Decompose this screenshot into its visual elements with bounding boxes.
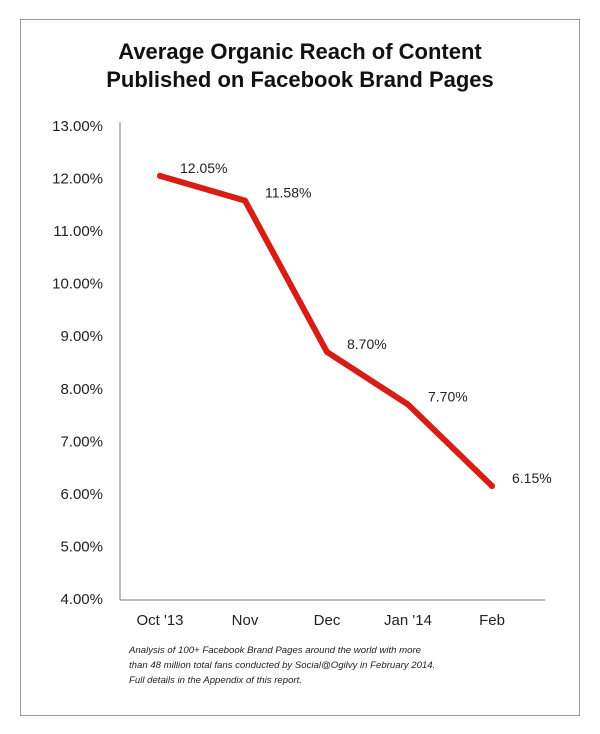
caption-line-3: Full details in the Appendix of this rep… bbox=[129, 675, 302, 686]
chart-title-line-1: Average Organic Reach of Content bbox=[118, 39, 482, 64]
data-point bbox=[324, 349, 330, 355]
caption-line-1: Analysis of 100+ Facebook Brand Pages ar… bbox=[129, 645, 421, 656]
y-tick-label: 6.00% bbox=[60, 486, 103, 503]
y-tick-labels: 4.00% 5.00% 6.00% 7.00% 8.00% 9.00% 10.00% 11.0… bbox=[52, 118, 103, 608]
x-tick-label: Dec bbox=[314, 612, 341, 629]
chart-title-line-2: Published on Facebook Brand Pages bbox=[106, 67, 494, 92]
y-tick-label: 8.00% bbox=[60, 381, 103, 398]
caption-line-2: than 48 million total fans conducted by … bbox=[129, 660, 436, 671]
data-labels: 12.05% 11.58% 8.70% 7.70% 6.15% bbox=[180, 160, 552, 486]
chart-caption: Analysis of 100+ Facebook Brand Pages ar… bbox=[129, 643, 569, 688]
y-tick-label: 11.00% bbox=[53, 223, 103, 240]
series-line-group bbox=[157, 172, 495, 489]
y-tick-label: 4.00% bbox=[60, 591, 103, 608]
x-tick-label: Oct '13 bbox=[136, 612, 183, 629]
data-label: 6.15% bbox=[512, 470, 552, 486]
data-point bbox=[489, 483, 495, 489]
data-point bbox=[242, 197, 248, 204]
series-line bbox=[157, 172, 495, 489]
x-tick-label: Jan '14 bbox=[384, 612, 432, 629]
data-point bbox=[157, 172, 163, 179]
x-tick-labels: Oct '13 Nov Dec Jan '14 Feb bbox=[136, 612, 504, 629]
chart-title: Average Organic Reach of Content Publish… bbox=[20, 38, 580, 94]
data-label: 8.70% bbox=[347, 336, 387, 352]
y-tick-label: 9.00% bbox=[60, 328, 103, 345]
x-tick-label: Feb bbox=[479, 612, 505, 629]
y-tick-label: 7.00% bbox=[60, 433, 103, 450]
x-tick-label: Nov bbox=[232, 612, 259, 629]
data-label: 11.58% bbox=[265, 185, 311, 201]
data-label: 7.70% bbox=[428, 389, 468, 405]
data-point bbox=[405, 401, 411, 408]
y-tick-label: 10.00% bbox=[52, 276, 103, 293]
data-label: 12.05% bbox=[180, 160, 227, 176]
y-tick-label: 5.00% bbox=[60, 538, 103, 555]
y-tick-label: 13.00% bbox=[52, 118, 103, 135]
y-tick-label: 12.00% bbox=[52, 171, 103, 188]
